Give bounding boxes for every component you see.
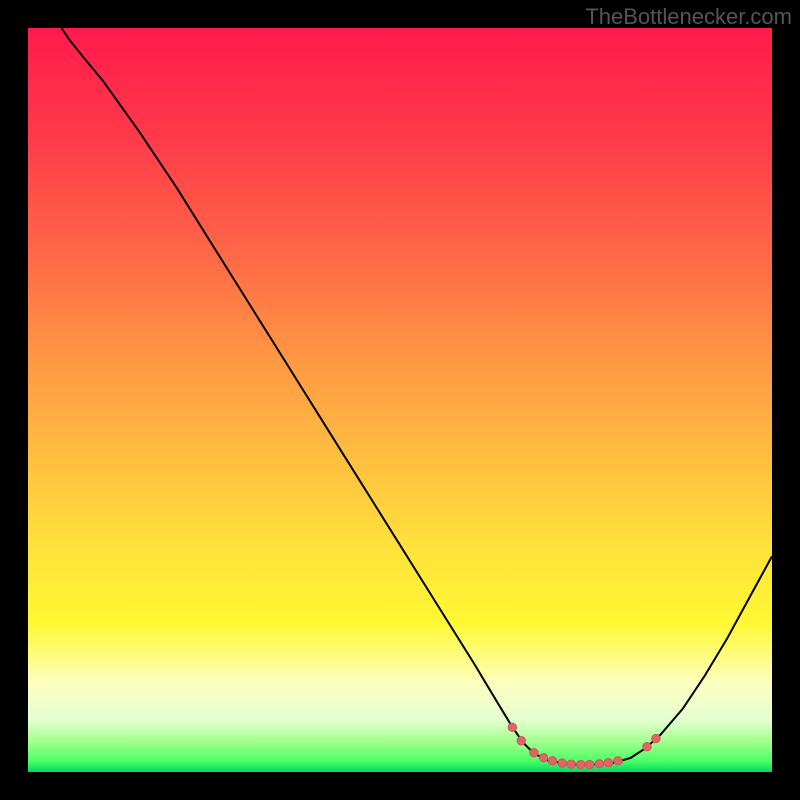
highlight-marker <box>586 760 594 768</box>
highlight-marker <box>530 748 538 756</box>
highlight-marker <box>643 743 651 751</box>
highlight-marker <box>539 754 547 762</box>
highlight-marker <box>614 757 622 765</box>
chart-background <box>28 28 772 772</box>
highlight-marker <box>567 760 575 768</box>
watermark-text: TheBottlenecker.com <box>585 4 792 30</box>
highlight-marker <box>577 760 585 768</box>
highlight-marker <box>595 760 603 768</box>
chart-container <box>28 28 772 772</box>
highlight-marker <box>558 759 566 767</box>
highlight-marker <box>508 723 516 731</box>
highlight-marker <box>604 759 612 767</box>
highlight-marker <box>517 737 525 745</box>
highlight-marker <box>548 757 556 765</box>
chart-svg <box>28 28 772 772</box>
highlight-marker <box>652 734 660 742</box>
